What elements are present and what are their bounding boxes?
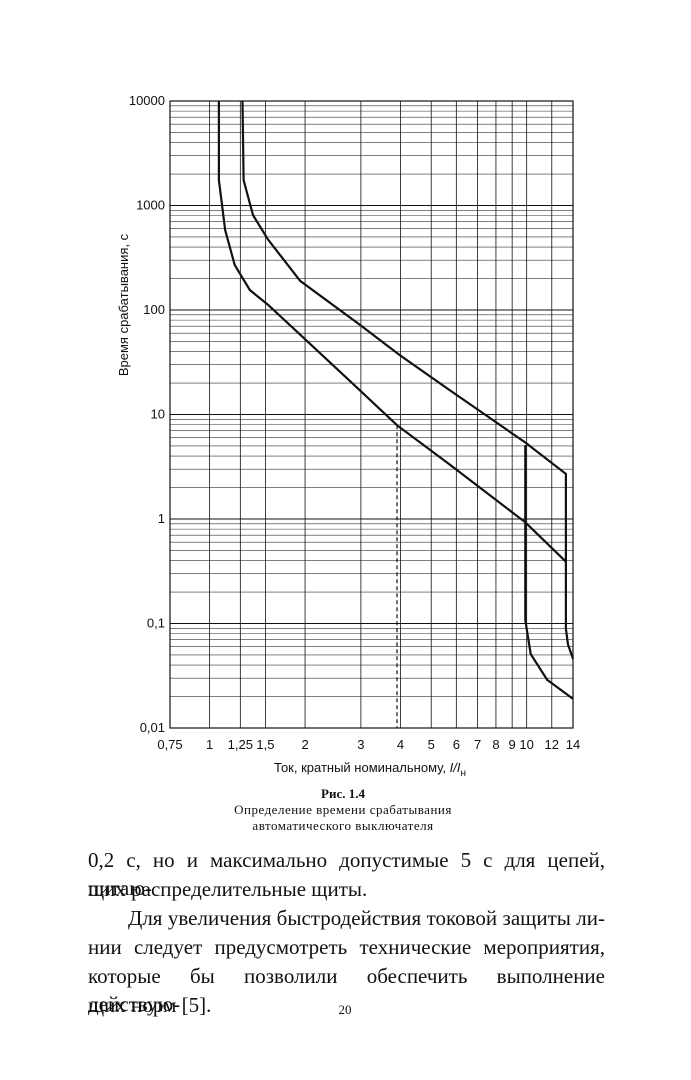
caption-label: Рис. 1.4 xyxy=(321,786,365,801)
x-tick-label: 1,25 xyxy=(228,737,253,752)
y-tick-label: 0,1 xyxy=(147,616,165,631)
text-line: нии следует предусмотреть технические ме… xyxy=(88,935,605,959)
text-line: щих норм [5]. xyxy=(88,993,212,1017)
x-tick-label: 8 xyxy=(492,737,499,752)
x-tick-label: 12 xyxy=(545,737,559,752)
x-tick-label: 5 xyxy=(428,737,435,752)
y-tick-label: 10000 xyxy=(129,93,165,108)
x-tick-label: 6 xyxy=(453,737,460,752)
x-tick-label: 0,75 xyxy=(157,737,182,752)
y-tick-label: 100 xyxy=(143,302,165,317)
y-tick-label: 0,01 xyxy=(140,720,165,735)
plot-frame xyxy=(169,100,574,729)
y-tick-label: 1000 xyxy=(136,198,165,213)
text-line: 0,2 с, но и максимально допустимые 5 с д… xyxy=(88,848,605,900)
x-tick-label: 14 xyxy=(566,737,580,752)
x-tick-label: 1 xyxy=(206,737,213,752)
x-label-sub: н xyxy=(460,768,466,779)
y-axis-label: Время срабатывания, с xyxy=(116,233,131,376)
y-tick-label: 1 xyxy=(158,511,165,526)
text-line: Для увеличения быстродействия токовой за… xyxy=(128,906,605,930)
y-tick-label: 10 xyxy=(151,407,165,422)
caption-line: автоматического выключателя xyxy=(252,818,433,833)
curve xyxy=(217,101,567,563)
x-tick-label: 1,5 xyxy=(256,737,274,752)
x-tick-label: 7 xyxy=(474,737,481,752)
x-tick-label: 4 xyxy=(397,737,404,752)
x-tick-label: 9 xyxy=(509,737,516,752)
curve xyxy=(524,445,574,700)
x-label-text: Ток, кратный номинальному, xyxy=(274,760,450,775)
x-tick-label: 2 xyxy=(301,737,308,752)
text-line: которые бы позволили обеспечить выполнен… xyxy=(88,964,605,1016)
x-axis-label: Ток, кратный номинальному, I/Iн xyxy=(274,760,466,779)
x-tick-label: 10 xyxy=(519,737,533,752)
x-tick-label: 3 xyxy=(357,737,364,752)
text-line: щих распределительные щиты. xyxy=(88,877,368,901)
caption-line: Определение времени срабатывания xyxy=(234,802,452,817)
curve xyxy=(241,100,575,660)
x-label-italic: I/I xyxy=(450,760,461,775)
page-number: 20 xyxy=(339,1002,352,1017)
